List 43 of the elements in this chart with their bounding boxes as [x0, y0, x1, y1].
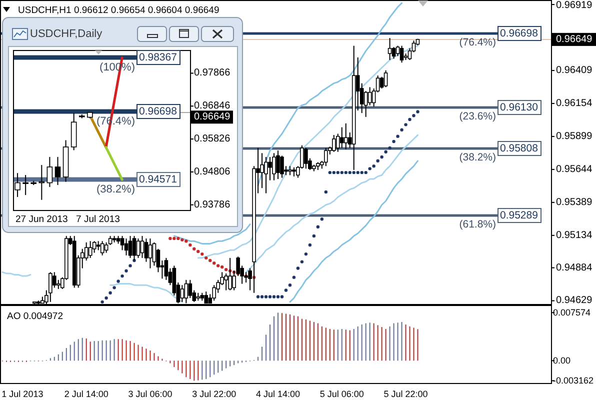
ref-line-label: 0.95808 — [500, 142, 538, 154]
x-tick-label: 1 Jul 2013 — [2, 389, 44, 399]
y-tick-label: 0.95134 — [556, 230, 593, 241]
chart-title: USDCHF,Daily — [30, 28, 103, 40]
annotation: (23.6%) — [459, 110, 496, 122]
ref-line-label: 0.96649 — [556, 34, 593, 45]
x-tick-label: 2 Jul 14:00 — [64, 389, 108, 399]
x-tick-label: 3 Jul 06:00 — [128, 389, 172, 399]
y-tick-label: 0.97866 — [194, 68, 231, 79]
text: USDCHF,H1 0.96612 0.96654 0.96604 0.96649 — [18, 5, 220, 16]
y-tick-label: 0.95826 — [194, 134, 231, 145]
y-tick-label: 0.94629 — [556, 295, 593, 306]
ref-line-label: 0.95289 — [500, 210, 538, 222]
x-tick-label: 5 Jul 22:00 — [384, 389, 428, 399]
y-tick-label: 0.95899 — [556, 130, 593, 142]
x-tick-label: 3 Jul 22:00 — [192, 389, 236, 399]
ref-line-label: 0.96698 — [500, 28, 538, 40]
y-tick-label: -0.003162 — [553, 376, 594, 386]
x-tick-label: 27 Jun 2013 — [16, 214, 68, 225]
y-tick-label: 0.00 — [553, 356, 571, 366]
y-tick-label: 0.96154 — [556, 98, 593, 109]
ref-line-label: 0.96130 — [500, 102, 538, 114]
y-tick-label: 0.94806 — [194, 166, 231, 178]
x-tick-label: 7 Jul 2013 — [76, 214, 120, 225]
x-tick-label: 5 Jul 06:00 — [320, 389, 364, 399]
y-tick-label: 0.96846 — [194, 100, 231, 112]
ref-line-label: 0.96649 — [194, 112, 231, 123]
annotation: (76.4%) — [459, 36, 496, 48]
ref-line-label: 0.96698 — [139, 106, 178, 118]
y-tick-label: 0.95644 — [556, 164, 593, 175]
ref-line-label: 0.98367 — [139, 52, 178, 64]
y-tick-label: 0.95389 — [556, 196, 593, 208]
annotation: (61.8%) — [459, 218, 496, 230]
y-tick-label: 0.94884 — [556, 262, 593, 274]
x-tick-label: 4 Jul 14:00 — [256, 389, 300, 399]
annotation: (38.2%) — [459, 152, 496, 164]
y-tick-label: 0.007574 — [553, 308, 591, 318]
y-tick-label: 0.93786 — [194, 199, 231, 210]
text: AO 0.004972 — [7, 311, 63, 322]
y-tick-label: 0.96409 — [556, 64, 593, 76]
annotation: (38.2%) — [96, 184, 135, 196]
y-tick-label: 0.96919 — [556, 0, 593, 11]
ref-line-label: 0.94571 — [139, 174, 178, 186]
